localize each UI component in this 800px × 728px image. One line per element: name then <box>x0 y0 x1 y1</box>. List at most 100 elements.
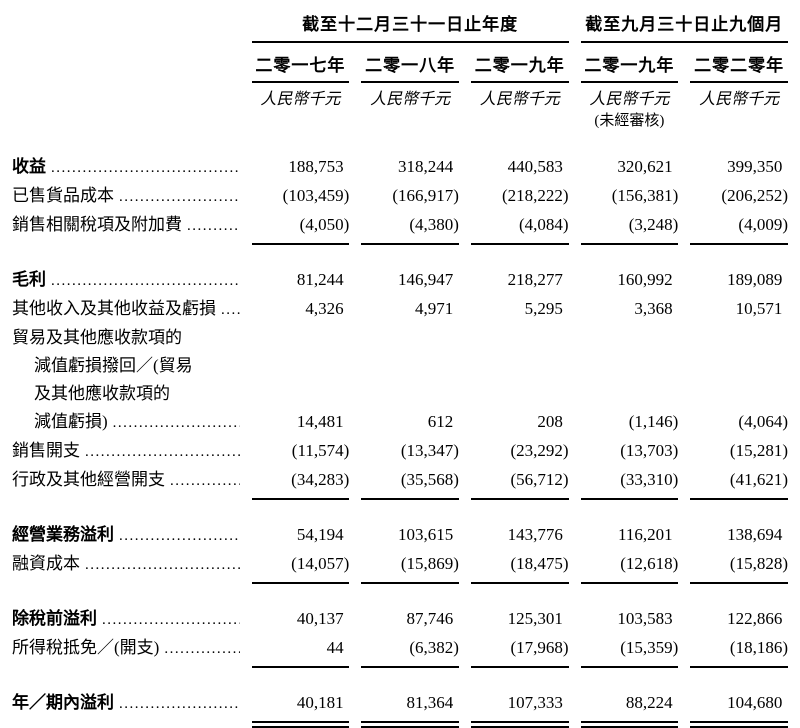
value-cell: 103,583) <box>617 609 673 628</box>
value-cell: (15,828) <box>690 550 788 584</box>
year-column-header-9m2020: 二零二零年 <box>690 43 788 83</box>
value-cell: (41,621) <box>690 466 788 500</box>
year-column-header-2017: 二零一七年 <box>251 43 350 83</box>
note-cell <box>252 111 350 132</box>
dot-leader <box>119 182 240 211</box>
dot-leader <box>85 550 240 579</box>
note-cell <box>471 111 569 132</box>
unaudited-note: (未經審核) <box>594 113 665 129</box>
table-row: 經營業務溢利 54,194) 103,615) 143,776) 116,201) 138… <box>12 521 788 550</box>
dot-leader <box>51 153 240 182</box>
row-label: 融資成本 <box>12 550 240 584</box>
value-cell <box>471 324 569 352</box>
dot-leader <box>113 408 240 437</box>
value-cell: 10,571) <box>735 299 783 318</box>
value-cell: 320,621) <box>617 157 673 176</box>
value-cell <box>252 352 350 380</box>
value-cell: 44) <box>251 634 350 668</box>
row-label: 收益 <box>12 153 240 182</box>
note-cell <box>690 111 788 132</box>
value-cell: 4,326) <box>305 299 344 318</box>
note-row: (未經審核) <box>12 111 788 132</box>
row-label: 經營業務溢利 <box>12 521 240 550</box>
row-label: 減值虧損撥回／(貿易 <box>12 352 240 380</box>
value-cell: (166,917) <box>392 186 459 205</box>
value-cell: (15,359) <box>580 634 679 668</box>
currency-unit-label: 人民幣千元 <box>260 91 341 108</box>
value-cell: (103,459) <box>282 186 350 205</box>
table-row: 除稅前溢利 40,137) 87,746) 125,301) 103,583) 122,8… <box>12 605 788 634</box>
value-cell: (56,712) <box>470 466 569 500</box>
row-label-text: 年／期內溢利 <box>12 693 114 712</box>
header-spacer-cell <box>12 83 240 111</box>
table-row: 毛利 81,244) 146,947) 218,277) 160,992) 189,089… <box>12 266 788 295</box>
row-label-text: 除稅前溢利 <box>12 609 97 628</box>
row-label: 除稅前溢利 <box>12 605 240 634</box>
value-cell: 146,947) <box>398 270 454 289</box>
row-label-text: 毛利 <box>12 270 46 289</box>
value-cell <box>581 324 679 352</box>
table-row: 收益 188,753) 318,244) 440,583) 320,621) 399,35… <box>12 153 788 182</box>
value-cell: (156,381) <box>611 186 679 205</box>
value-cell: (18,186) <box>690 634 788 668</box>
value-cell <box>252 380 350 408</box>
value-cell: 3,368) <box>634 299 673 318</box>
year-column-header-9m2019: 二零一九年 <box>580 43 679 83</box>
value-cell: 103,615) <box>398 525 454 544</box>
table-row: 融資成本 (14,057) (15,869) (18,475) (12,618) (15,… <box>12 550 788 584</box>
value-cell: (12,618) <box>580 550 679 584</box>
value-cell: (13,703) <box>620 441 679 460</box>
row-label-text: 其他收入及其他收益及虧損 <box>12 299 216 318</box>
value-cell: (34,283) <box>251 466 350 500</box>
row-label: 行政及其他經營開支 <box>12 466 240 500</box>
period-group-title-annual: 截至十二月三十一日止年度 <box>251 2 569 43</box>
row-label-text: 減值虧損) <box>34 412 108 431</box>
value-cell: 188,753) <box>288 157 344 176</box>
value-cell: 87,746) <box>406 609 454 628</box>
table-row: 銷售開支 (11,574) (13,347) (23,292) (13,703) (15,… <box>12 437 788 466</box>
value-cell: 208) <box>537 412 563 431</box>
table-row: 及其他應收款項的 <box>12 380 788 408</box>
row-label-text: 減值虧損撥回／(貿易 <box>34 356 193 375</box>
value-cell <box>690 352 788 380</box>
spacer-row <box>12 584 788 605</box>
value-cell: (15,869) <box>361 550 459 584</box>
dot-leader <box>119 689 240 718</box>
header-spacer-cell <box>12 111 240 132</box>
value-cell: 218,277) <box>507 270 563 289</box>
value-cell: 143,776) <box>507 525 563 544</box>
currency-unit-label: 人民幣千元 <box>699 91 780 108</box>
table-row: 已售貨品成本 (103,459) (166,917) (218,222) (156,38… <box>12 182 788 211</box>
row-label: 減值虧損) <box>12 408 240 437</box>
row-label: 及其他應收款項的 <box>12 380 240 408</box>
dot-leader <box>119 521 240 550</box>
table-row: 行政及其他經營開支 (34,283) (35,568) (56,712) (33,310… <box>12 466 788 500</box>
value-cell: 612) <box>427 412 454 431</box>
value-cell: 54,194) <box>296 525 344 544</box>
table-row: 所得稅抵免／(開支) 44) (6,382) (17,968) (15,359) (18,… <box>12 634 788 668</box>
year-column-header-2019: 二零一九年 <box>470 43 569 83</box>
value-cell: (14,057) <box>251 550 350 584</box>
currency-unit-label: 人民幣千元 <box>479 91 560 108</box>
value-cell: 81,244) <box>296 270 344 289</box>
value-cell: (23,292) <box>510 441 569 460</box>
dot-leader <box>85 437 240 466</box>
value-cell: 399,350) <box>727 157 783 176</box>
value-cell: 125,301) <box>507 609 563 628</box>
value-cell <box>471 352 569 380</box>
value-cell <box>361 352 459 380</box>
value-cell: 160,992) <box>617 270 673 289</box>
value-cell: (4,009) <box>690 211 788 245</box>
value-cell: (6,382) <box>361 634 459 668</box>
note-cell <box>361 111 459 132</box>
value-cell: (3,248) <box>580 211 679 245</box>
dot-leader <box>102 605 240 634</box>
value-cell: (18,475) <box>470 550 569 584</box>
value-cell: (11,574) <box>291 441 350 460</box>
table-row: 貿易及其他應收款項的 <box>12 324 788 352</box>
row-label: 已售貨品成本 <box>12 182 240 211</box>
row-label-text: 銷售開支 <box>12 441 80 460</box>
value-cell: (17,968) <box>470 634 569 668</box>
row-label: 其他收入及其他收益及虧損 <box>12 295 240 324</box>
value-cell: (1,146) <box>628 412 679 431</box>
